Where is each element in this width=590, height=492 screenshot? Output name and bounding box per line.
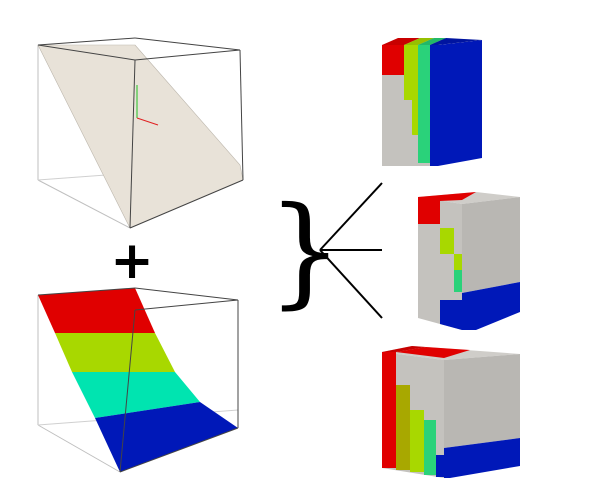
plain-plane-panel xyxy=(37,37,244,229)
wire-edge xyxy=(37,37,136,46)
wire-edge xyxy=(119,309,136,473)
cube-side-face xyxy=(438,40,482,166)
cube-yellow-green-region-2 xyxy=(454,254,462,270)
wire-edge xyxy=(119,427,239,473)
cube-green-region xyxy=(424,420,436,475)
cube-blue-side xyxy=(462,282,520,330)
cube-blue-cap xyxy=(430,38,482,45)
result-cube-2 xyxy=(418,192,520,330)
fan-out-lines xyxy=(319,182,383,319)
wire-edge xyxy=(134,287,239,301)
cube-yellow-green-region xyxy=(440,228,454,254)
wire-edge xyxy=(134,37,241,51)
wire-edge xyxy=(37,179,131,229)
result-cube-3 xyxy=(382,346,520,478)
cube-green-cap xyxy=(418,38,446,45)
cube-blue-front xyxy=(436,455,444,477)
wire-edge xyxy=(129,179,244,229)
cube-side-face xyxy=(462,197,520,293)
wire-edge xyxy=(37,424,121,473)
cube-red-region xyxy=(382,45,404,75)
cube-red-region xyxy=(382,352,396,468)
branch-line-top xyxy=(319,182,383,251)
cube-olive-region xyxy=(396,385,410,470)
cube-blue-front xyxy=(440,300,462,330)
cube-green-region xyxy=(418,45,430,163)
cube-blue-side xyxy=(444,438,520,478)
colored-plane-panel xyxy=(37,287,239,473)
cube-red-top xyxy=(382,38,420,45)
band-yellow-green xyxy=(55,333,175,372)
cube-red-top xyxy=(396,347,470,358)
wire-edge xyxy=(134,299,239,311)
x-axis-line xyxy=(136,117,159,126)
wire-edge xyxy=(37,287,136,296)
result-cube-1 xyxy=(382,38,482,166)
cube-blue-front xyxy=(430,45,438,166)
band-cyan xyxy=(72,372,200,418)
plus-sign: + xyxy=(110,231,154,291)
cube-red-cap xyxy=(382,346,426,352)
wire-edge xyxy=(37,44,136,61)
band-red xyxy=(38,288,155,333)
curly-brace: } xyxy=(267,182,343,321)
branch-line-bottom xyxy=(319,249,383,319)
wire-edge xyxy=(134,49,241,61)
cut-plane xyxy=(37,44,244,229)
cube-yellow-green-cap xyxy=(404,38,434,45)
cube-green-region xyxy=(454,270,462,292)
cube-side-face xyxy=(444,354,520,448)
wire-edge xyxy=(129,59,136,229)
wire-edge xyxy=(239,49,244,181)
cube-red-region xyxy=(418,192,476,224)
cube-gray-region xyxy=(382,75,418,166)
cube-yellow-green-top xyxy=(404,45,418,85)
cube-yellow-green-region xyxy=(410,410,424,472)
band-blue xyxy=(95,402,238,472)
